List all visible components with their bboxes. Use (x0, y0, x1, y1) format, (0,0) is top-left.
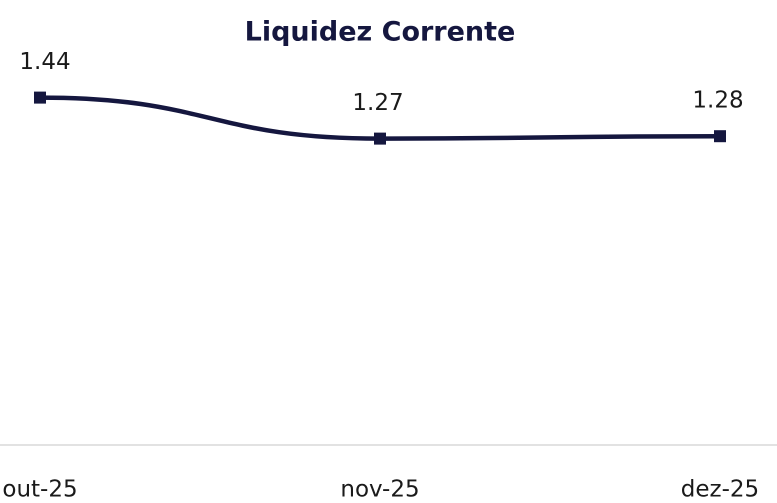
chart-title: Liquidez Corrente (245, 17, 516, 48)
data-label: 1.27 (352, 90, 403, 116)
marker (34, 91, 46, 104)
x-tick-label: out-25 (2, 477, 77, 503)
marker (714, 130, 726, 143)
marker (374, 132, 386, 145)
x-tick-label: dez-25 (681, 477, 759, 503)
data-label: 1.44 (19, 49, 70, 75)
data-label: 1.28 (692, 88, 743, 114)
x-tick-label: nov-25 (340, 477, 419, 503)
